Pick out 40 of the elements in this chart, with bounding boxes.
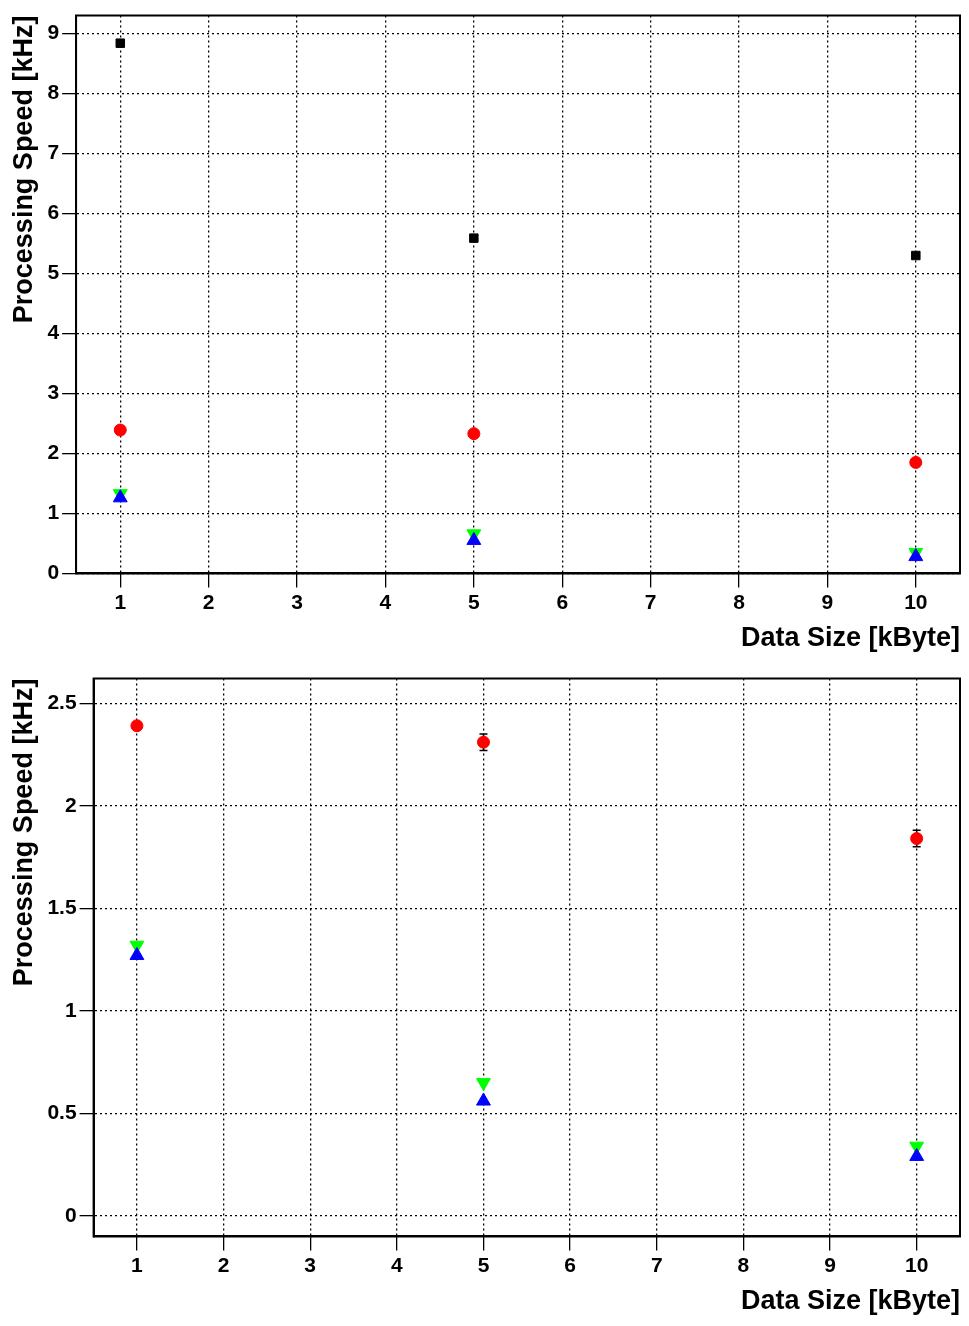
y-tick-label: 1 bbox=[47, 500, 60, 524]
x-tick-label: 1 bbox=[131, 1252, 144, 1276]
x-tick-label: 7 bbox=[650, 1252, 663, 1276]
x-tick-label: 10 bbox=[905, 1252, 929, 1276]
x-tick-label: 4 bbox=[390, 1252, 403, 1276]
x-tick-label: 8 bbox=[733, 589, 746, 613]
y-tick-label: 3 bbox=[47, 380, 60, 404]
y-tick-label: 8 bbox=[47, 80, 60, 104]
x-tick-label: 7 bbox=[644, 589, 657, 613]
y-tick-label: 1 bbox=[64, 997, 77, 1021]
y-tick-label: 0.5 bbox=[47, 1100, 77, 1124]
x-tick-label: 3 bbox=[304, 1252, 317, 1276]
y-tick-label: 5 bbox=[47, 260, 60, 284]
x-tick-label: 5 bbox=[468, 589, 480, 613]
y-axis-title: Processing Speed [kHz] bbox=[7, 678, 38, 987]
x-tick-label: 8 bbox=[737, 1252, 750, 1276]
y-tick-label: 0 bbox=[47, 560, 60, 584]
x-tick-label: 4 bbox=[379, 589, 392, 613]
y-tick-label: 2 bbox=[64, 792, 77, 816]
x-tick-label: 1 bbox=[114, 589, 127, 613]
x-axis-title: Data Size [kByte] bbox=[740, 1285, 960, 1316]
y-tick-label: 2 bbox=[47, 440, 60, 464]
x-tick-label: 6 bbox=[564, 1252, 576, 1276]
x-tick-label: 6 bbox=[556, 589, 569, 613]
x-tick-label: 10 bbox=[904, 589, 928, 613]
x-tick-label: 9 bbox=[824, 1252, 836, 1276]
x-tick-label: 5 bbox=[477, 1252, 490, 1276]
y-tick-label: 6 bbox=[47, 200, 60, 224]
x-tick-label: 2 bbox=[217, 1252, 230, 1276]
x-tick-label: 2 bbox=[202, 589, 215, 613]
x-tick-label: 9 bbox=[821, 589, 834, 613]
y-axis-title: Processing Speed [kHz] bbox=[7, 15, 38, 324]
x-axis-title: Data Size [kByte] bbox=[740, 622, 960, 653]
y-tick-label: 9 bbox=[47, 20, 60, 44]
y-tick-label: 1.5 bbox=[47, 895, 77, 919]
x-tick-label: 3 bbox=[291, 589, 303, 613]
y-tick-label: 0 bbox=[64, 1202, 77, 1226]
y-tick-label: 7 bbox=[47, 140, 60, 164]
y-tick-label: 4 bbox=[47, 320, 60, 344]
y-tick-label: 2.5 bbox=[47, 690, 77, 714]
